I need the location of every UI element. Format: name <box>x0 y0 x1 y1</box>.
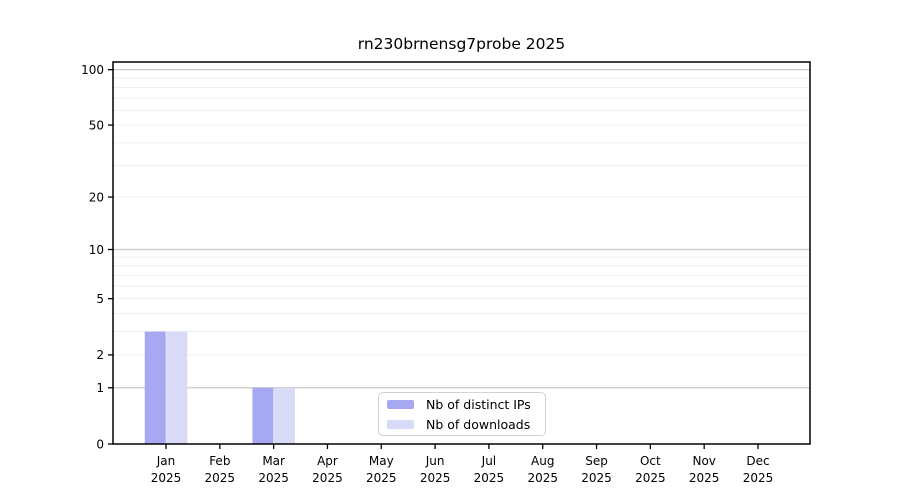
bars <box>144 331 295 444</box>
x-tick-label-month: Nov <box>692 454 715 468</box>
legend: Nb of distinct IPs Nb of downloads <box>378 392 546 436</box>
x-tick-label-year: 2025 <box>151 471 182 485</box>
bar-distinct-ips-mar <box>252 387 274 444</box>
legend-label-downloads: Nb of downloads <box>426 416 531 432</box>
bar-downloads-jan <box>166 331 188 444</box>
x-tick-label-year: 2025 <box>205 471 236 485</box>
x-tick-label-year: 2025 <box>689 471 720 485</box>
y-tick-label: 1 <box>96 381 104 395</box>
y-tick-label: 5 <box>96 292 104 306</box>
y-tick-label: 0 <box>96 437 104 451</box>
legend-swatch-distinct-ips <box>387 399 414 409</box>
x-tick-label-month: Jun <box>425 454 445 468</box>
x-tick-label-month: Jul <box>481 454 496 468</box>
gridlines-major <box>113 69 810 389</box>
x-tick-label-year: 2025 <box>527 471 558 485</box>
x-tick-label-year: 2025 <box>258 471 289 485</box>
gridlines-minor <box>113 77 810 356</box>
bar-distinct-ips-jan <box>144 331 166 444</box>
x-tick-label-year: 2025 <box>635 471 666 485</box>
x-tick-label-year: 2025 <box>474 471 505 485</box>
legend-item-distinct-ips: Nb of distinct IPs <box>387 396 545 413</box>
plot-box <box>112 61 811 445</box>
legend-swatch-downloads <box>387 419 414 429</box>
x-tick-label-year: 2025 <box>743 471 774 485</box>
y-tick-label: 100 <box>81 63 104 77</box>
bar-downloads-mar <box>273 387 295 444</box>
x-tick-label-month: May <box>369 454 394 468</box>
x-tick-label-year: 2025 <box>366 471 397 485</box>
legend-item-downloads: Nb of downloads <box>387 416 545 433</box>
x-tick-label-month: Mar <box>262 454 285 468</box>
x-tick-label-month: Oct <box>640 454 661 468</box>
x-tick-label-month: Sep <box>585 454 608 468</box>
y-tick-label: 50 <box>89 118 104 132</box>
axes: 0 1 2 5 10 20 50 100 Jan 2025 Feb 2025 Mar 2025 Apr 202… <box>81 61 811 485</box>
x-tick-label-month: Apr <box>317 454 338 468</box>
x-tick-label-month: Aug <box>531 454 554 468</box>
x-tick-label-year: 2025 <box>420 471 451 485</box>
x-tick-label-month: Feb <box>209 454 230 468</box>
x-tick-label-year: 2025 <box>312 471 343 485</box>
y-tick-label: 10 <box>89 243 104 257</box>
x-tick-label-month: Jan <box>156 454 176 468</box>
x-tick-label-year: 2025 <box>581 471 612 485</box>
y-tick-label: 20 <box>89 190 104 204</box>
x-tick-label-month: Dec <box>746 454 769 468</box>
y-tick-label: 2 <box>96 348 104 362</box>
legend-label-distinct-ips: Nb of distinct IPs <box>426 396 531 412</box>
chart-title: rn230brnensg7probe 2025 <box>357 35 566 53</box>
